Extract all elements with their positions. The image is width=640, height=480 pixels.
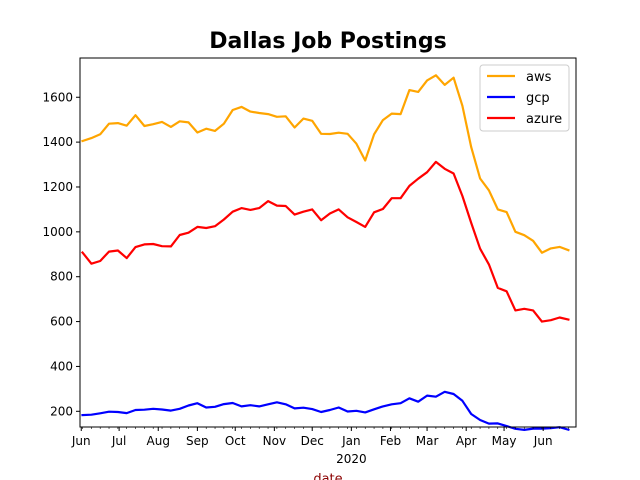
x-tick-label: Dec: [301, 434, 324, 448]
chart-title: Dallas Job Postings: [209, 29, 446, 54]
y-tick-label: 1000: [42, 225, 73, 239]
x-tick-label: Aug: [147, 434, 170, 448]
series-layer: [80, 74, 570, 432]
series-line-gcp: [81, 390, 570, 432]
legend: aws gcp azure: [479, 64, 570, 132]
x-tick-label: Jun: [533, 434, 553, 448]
y-tick-label: 200: [50, 404, 73, 418]
x-tick-year-label: 2020: [336, 452, 367, 466]
legend-label-gcp: gcp: [526, 91, 550, 106]
legend-label-azure: azure: [526, 112, 562, 127]
series-line-aws: [81, 74, 570, 254]
y-axis: 200 400 600 800 1000 1200 1400 1600: [42, 90, 80, 418]
y-tick-label: 800: [50, 270, 73, 284]
y-tick-label: 600: [50, 315, 73, 329]
x-tick-label: Feb: [380, 434, 401, 448]
x-tick-label: Jul: [111, 434, 126, 448]
x-axis-label: date: [313, 472, 342, 480]
x-tick-label: Mar: [416, 434, 439, 448]
x-tick-label: Nov: [263, 434, 286, 448]
y-tick-label: 1400: [42, 135, 73, 149]
x-tick-label: May: [492, 434, 517, 448]
x-tick-label: Jun: [71, 434, 91, 448]
plot-frame: [79, 57, 577, 428]
x-tick-label: Jan: [341, 434, 361, 448]
series-line-azure: [80, 160, 570, 323]
legend-label-aws: aws: [526, 70, 552, 85]
x-tick-label: Sep: [186, 434, 209, 448]
x-tick-label: Oct: [225, 434, 246, 448]
legend-box: [479, 64, 570, 132]
y-tick-label: 400: [50, 359, 73, 373]
x-axis: Jun Jul Aug Sep Oct Nov Dec Jan 2020 Feb Mar Apr May…: [71, 427, 569, 466]
y-tick-label: 1600: [42, 90, 73, 104]
y-tick-label: 1200: [42, 180, 73, 194]
x-tick-label: Apr: [456, 434, 477, 448]
